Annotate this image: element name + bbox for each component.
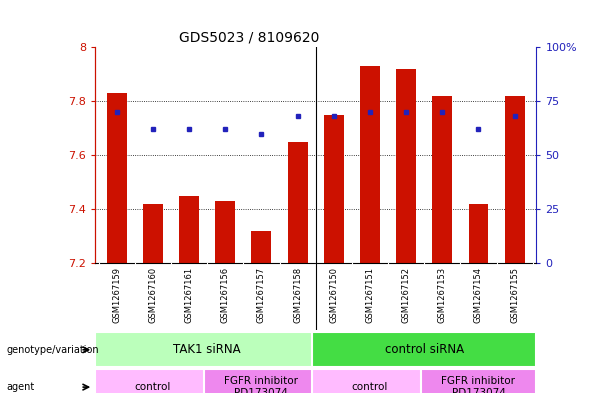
Bar: [215, 201, 235, 263]
Bar: [312, 369, 428, 393]
Bar: [312, 332, 536, 367]
Text: GSM1267152: GSM1267152: [402, 266, 411, 323]
Text: GSM1267157: GSM1267157: [257, 266, 266, 323]
Bar: [432, 96, 452, 263]
Title: GDS5023 / 8109620: GDS5023 / 8109620: [180, 31, 319, 44]
Text: GSM1267155: GSM1267155: [510, 266, 519, 323]
Bar: [143, 204, 163, 263]
Text: control: control: [352, 382, 388, 392]
Text: control siRNA: control siRNA: [385, 343, 464, 356]
Bar: [396, 69, 416, 263]
Text: GSM1267150: GSM1267150: [329, 266, 338, 323]
Text: control: control: [135, 382, 171, 392]
Text: FGFR inhibitor
PD173074: FGFR inhibitor PD173074: [224, 376, 299, 393]
Bar: [468, 204, 489, 263]
Text: agent: agent: [6, 382, 34, 392]
Bar: [421, 369, 536, 393]
Text: GSM1267158: GSM1267158: [293, 266, 302, 323]
Text: GSM1267156: GSM1267156: [221, 266, 230, 323]
Text: GSM1267154: GSM1267154: [474, 266, 483, 323]
Text: FGFR inhibitor
PD173074: FGFR inhibitor PD173074: [441, 376, 516, 393]
Text: TAK1 siRNA: TAK1 siRNA: [173, 343, 241, 356]
Bar: [287, 142, 308, 263]
Bar: [324, 115, 344, 263]
Bar: [360, 66, 380, 263]
Bar: [204, 369, 319, 393]
Bar: [504, 96, 525, 263]
Text: GSM1267153: GSM1267153: [438, 266, 447, 323]
Bar: [107, 93, 127, 263]
Bar: [95, 332, 319, 367]
Bar: [95, 369, 211, 393]
Bar: [251, 231, 272, 263]
Bar: [179, 196, 199, 263]
Text: GSM1267159: GSM1267159: [112, 266, 121, 323]
Text: GSM1267160: GSM1267160: [148, 266, 158, 323]
Text: genotype/variation: genotype/variation: [6, 345, 99, 355]
Text: GSM1267161: GSM1267161: [185, 266, 194, 323]
Text: GSM1267151: GSM1267151: [365, 266, 375, 323]
